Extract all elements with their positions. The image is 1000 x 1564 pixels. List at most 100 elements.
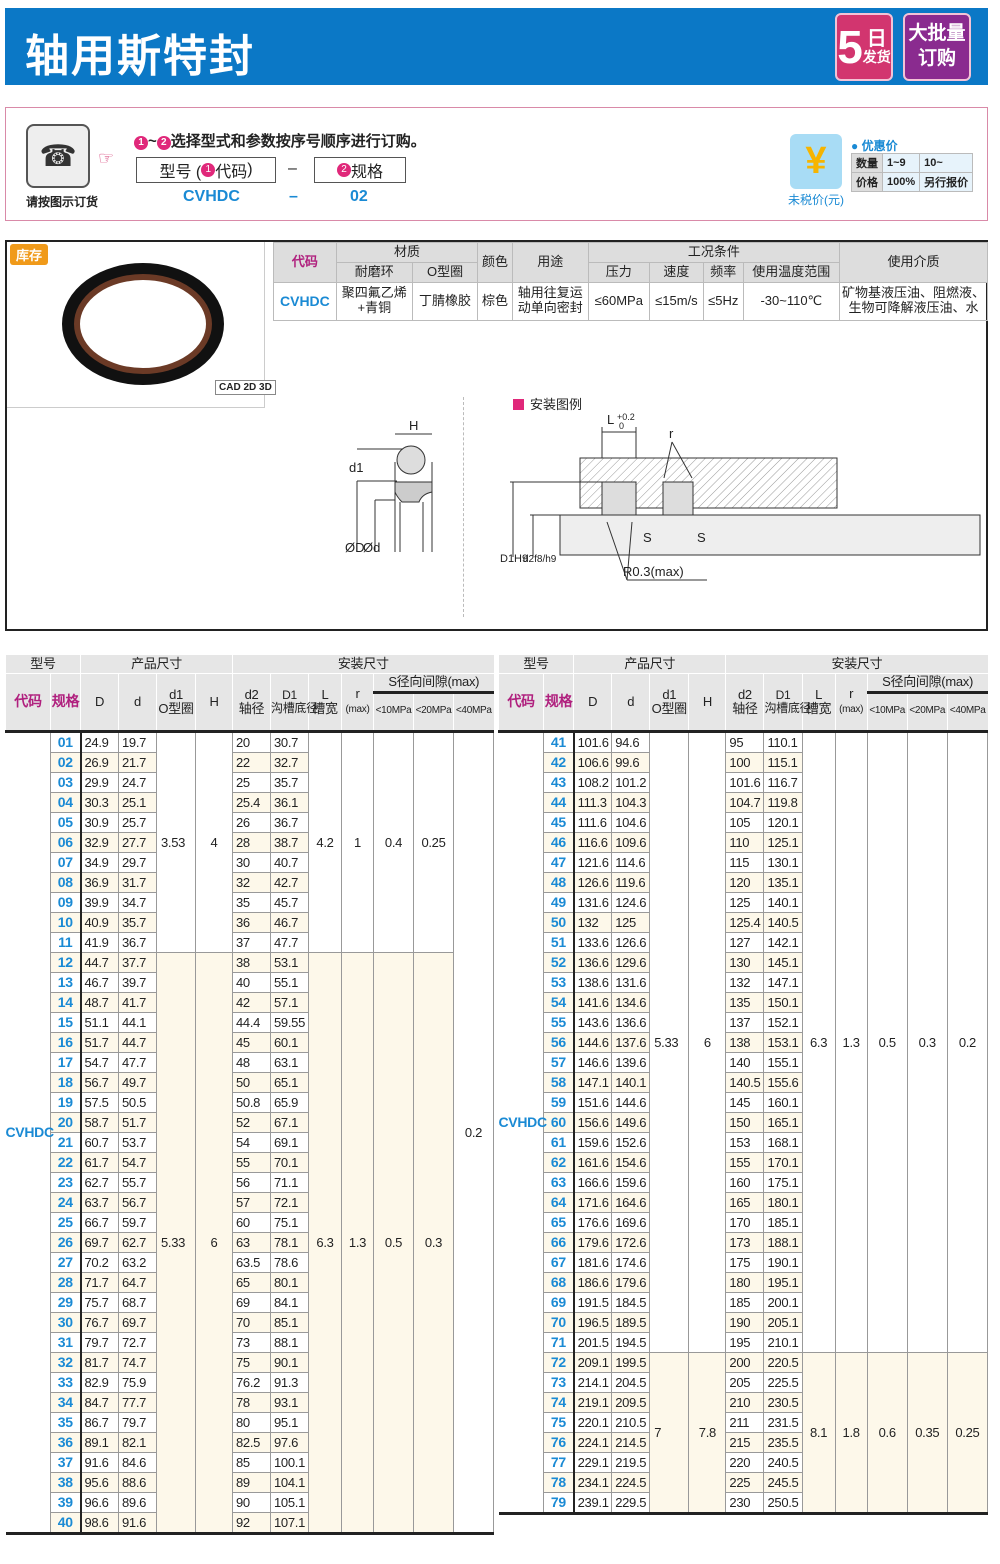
instruction-text: 选择型式和参数按序号顺序进行订购。 <box>170 133 426 150</box>
row-D1: 245.5 <box>763 1471 803 1493</box>
row-D1: 119.8 <box>763 791 803 813</box>
row-D: 56.7 <box>80 1071 119 1093</box>
five-day-shipping-badge: 5 日发货 <box>835 13 893 81</box>
group-H: 6 <box>195 952 233 1534</box>
row-d2: 127 <box>725 931 765 953</box>
table-row: 06 32.9 27.7 28 38.7 <box>6 831 494 853</box>
row-D: 76.7 <box>80 1311 119 1333</box>
header-S: S径向间隙(max) <box>372 673 494 694</box>
row-d: 199.5 <box>611 1351 651 1373</box>
row-d: 77.7 <box>118 1391 157 1413</box>
row-D: 116.6 <box>573 831 613 853</box>
row-D: 138.6 <box>573 971 613 993</box>
row-spec: 71 <box>543 1331 575 1353</box>
row-d: 25.7 <box>118 811 157 833</box>
spec-oring-header: O型圈 <box>411 261 479 283</box>
row-D1: 35.7 <box>270 771 309 793</box>
row-D1: 155.1 <box>763 1051 803 1073</box>
row-spec: 45 <box>543 811 575 833</box>
row-d: 47.7 <box>118 1051 157 1073</box>
row-D1: 42.7 <box>270 871 309 893</box>
header-H: H <box>688 673 726 733</box>
row-D: 30.9 <box>80 811 119 833</box>
row-d2: 42 <box>232 991 271 1013</box>
group-H: 6 <box>688 731 727 1353</box>
header-install-dim: 安装尺寸 <box>725 655 988 674</box>
row-spec: 18 <box>50 1071 82 1093</box>
row-d2: 38 <box>232 951 271 973</box>
row-d2: 220 <box>725 1451 765 1473</box>
cad-download-icon[interactable]: CAD 2D 3D <box>215 380 276 395</box>
table-row: 77 229.1 219.5 220 240.5 <box>499 1451 988 1473</box>
table-row: 07 34.9 29.7 30 40.7 <box>6 851 494 873</box>
group-d1: 5.33 <box>156 952 196 1534</box>
row-d2: 140.5 <box>725 1071 765 1093</box>
header-r-label: r <box>849 686 854 702</box>
spec-wear-ring-header: 耐磨环 <box>335 261 413 283</box>
header-S: S径向间隙(max) <box>866 673 988 694</box>
legend-marker <box>513 399 524 410</box>
spec-wear-ring: 聚四氟乙烯+青铜 <box>335 281 413 321</box>
group-r: 1.8 <box>834 1352 868 1514</box>
header-code: 代码 <box>5 673 51 733</box>
row-D1: 140.5 <box>763 911 803 933</box>
row-D1: 240.5 <box>763 1451 803 1473</box>
badge-order: 订购 <box>917 48 956 69</box>
row-D: 89.1 <box>80 1431 119 1453</box>
row-d2: 56 <box>232 1171 271 1193</box>
row-d: 64.7 <box>118 1271 157 1293</box>
row-spec: 22 <box>50 1151 82 1173</box>
row-D1: 175.1 <box>763 1171 803 1193</box>
row-d: 88.6 <box>118 1471 157 1493</box>
row-d: 140.1 <box>611 1071 651 1093</box>
header-d2-label: d2 <box>244 686 259 702</box>
spec-freq-header: 频率 <box>703 261 744 283</box>
table-row: 22 61.7 54.7 55 70.1 <box>6 1151 494 1173</box>
row-D: 179.6 <box>573 1231 613 1253</box>
row-spec: 67 <box>543 1251 575 1273</box>
row-spec: 03 <box>50 771 82 793</box>
row-d2: 36 <box>232 911 271 933</box>
row-d2: 82.5 <box>232 1431 271 1453</box>
row-spec: 60 <box>543 1111 575 1133</box>
row-D1: 165.1 <box>763 1111 803 1133</box>
table-row: 50 132 125 125.4 140.5 <box>499 911 988 933</box>
row-spec: 11 <box>50 931 82 953</box>
label-S2: S <box>697 530 706 545</box>
badge-days-unit: 日 <box>866 28 887 51</box>
row-D1: 80.1 <box>270 1271 309 1293</box>
row-d2: 140 <box>725 1051 765 1073</box>
row-spec: 74 <box>543 1391 575 1413</box>
row-D: 29.9 <box>80 771 119 793</box>
pointing-hand-icon: ☞ <box>98 148 115 168</box>
row-d: 139.6 <box>611 1051 651 1073</box>
example-dash: – <box>289 188 298 205</box>
row-D1: 110.1 <box>763 730 803 753</box>
spec-code-header: 代码 <box>273 242 337 283</box>
row-D1: 36.1 <box>270 791 309 813</box>
row-spec: 53 <box>543 971 575 993</box>
row-D1: 205.1 <box>763 1311 803 1333</box>
row-d2: 76.2 <box>232 1371 271 1393</box>
row-d: 152.6 <box>611 1131 651 1153</box>
row-d2: 225 <box>725 1471 765 1493</box>
example-spec: 02 <box>350 188 368 205</box>
row-D: 36.9 <box>80 871 119 893</box>
row-d: 189.5 <box>611 1311 651 1333</box>
row-D: 143.6 <box>573 1011 613 1033</box>
row-d: 174.6 <box>611 1251 651 1273</box>
row-d: 72.7 <box>118 1331 157 1353</box>
row-D1: 152.1 <box>763 1011 803 1033</box>
row-D: 96.6 <box>80 1491 119 1513</box>
row-D: 126.6 <box>573 871 613 893</box>
table-row: 32 81.7 74.7 75 90.1 <box>6 1351 494 1373</box>
row-D1: 57.1 <box>270 991 309 1013</box>
label-H: H <box>409 418 418 433</box>
row-D1: 38.7 <box>270 831 309 853</box>
row-D: 75.7 <box>80 1291 119 1313</box>
row-d: 49.7 <box>118 1071 157 1093</box>
header-product-dim: 产品尺寸 <box>573 655 726 674</box>
row-d2: 78 <box>232 1391 271 1413</box>
